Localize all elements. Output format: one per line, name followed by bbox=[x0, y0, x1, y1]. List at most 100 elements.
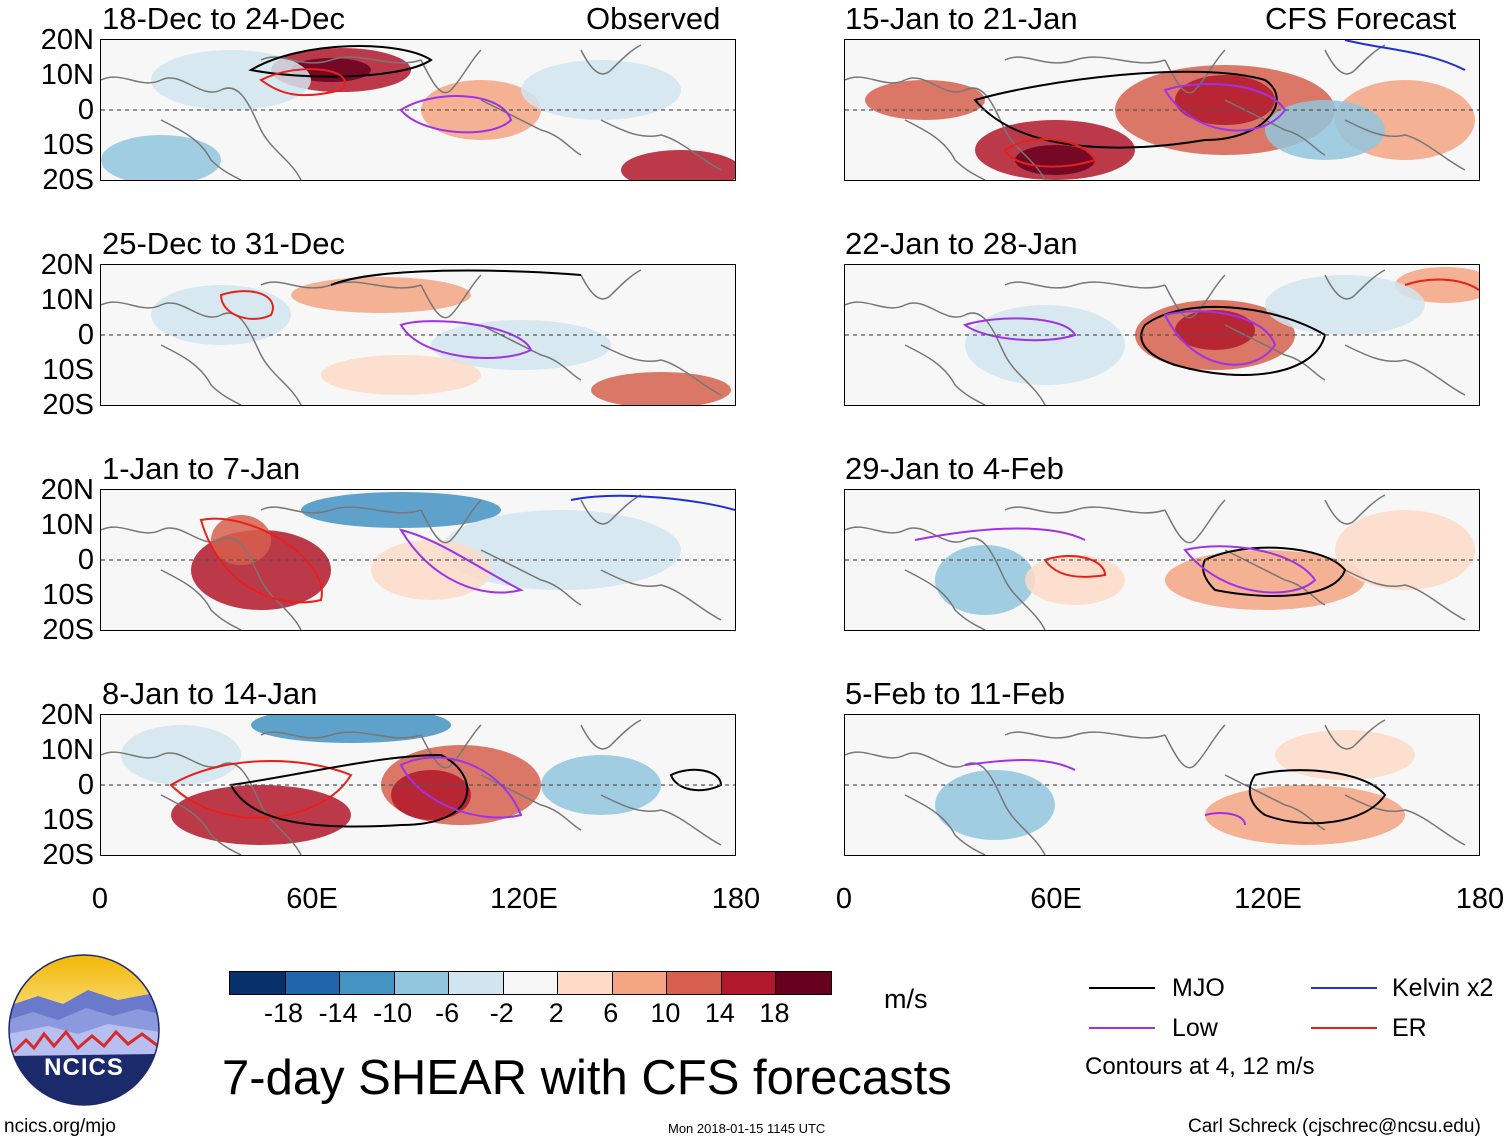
lon-label-0: 0 bbox=[91, 883, 109, 915]
coastline bbox=[845, 76, 1046, 180]
coastline bbox=[1344, 569, 1466, 621]
coastline bbox=[480, 99, 582, 156]
shear-anomaly-shading bbox=[301, 492, 501, 528]
coastline bbox=[1324, 269, 1386, 300]
filter-contour bbox=[330, 269, 582, 286]
panel-title-left-2: 25-Dec to 31-Dec bbox=[102, 226, 345, 261]
coastline bbox=[580, 719, 642, 750]
filter-contour bbox=[259, 68, 346, 97]
map-panel-observed-2 bbox=[100, 264, 736, 406]
colorbar-swatch bbox=[611, 972, 668, 994]
legend-line-low bbox=[1089, 1027, 1155, 1029]
lat-label-20n: 20N bbox=[40, 474, 94, 506]
colorbar-tick-label: 6 bbox=[603, 998, 619, 1028]
lat-label-10s: 10S bbox=[42, 354, 94, 386]
footer-timestamp: Mon 2018-01-15 1145 UTC bbox=[668, 1121, 826, 1136]
filter-contour bbox=[398, 528, 524, 594]
coastline bbox=[260, 731, 422, 739]
coastline bbox=[1164, 49, 1226, 94]
coastline bbox=[1224, 99, 1326, 156]
coastline bbox=[1004, 281, 1166, 289]
coastline bbox=[600, 344, 722, 396]
panel-title-right-2: 22-Jan to 28-Jan bbox=[845, 226, 1078, 261]
filter-contour bbox=[1204, 812, 1246, 826]
colorbar-swatch bbox=[502, 972, 559, 994]
coastline bbox=[420, 724, 482, 769]
map-panel-forecast-3 bbox=[844, 489, 1480, 631]
coastline bbox=[845, 526, 1046, 630]
coastline bbox=[1324, 44, 1386, 75]
shear-anomaly-shading bbox=[171, 785, 351, 845]
shear-anomaly-shading bbox=[1335, 510, 1475, 590]
shear-anomaly-shading bbox=[865, 80, 985, 120]
shear-anomaly-shading bbox=[1025, 555, 1125, 605]
lat-label-20n: 20N bbox=[40, 24, 94, 56]
filter-contour bbox=[1003, 138, 1097, 168]
panel-title-left-4: 8-Jan to 14-Jan bbox=[102, 676, 318, 711]
legend-line-kelvin bbox=[1311, 987, 1377, 989]
map-panel-forecast-1 bbox=[844, 39, 1480, 181]
panel-title-right-1: 15-Jan to 21-Jan bbox=[845, 1, 1078, 36]
shear-anomaly-shading bbox=[291, 277, 471, 313]
lat-label-10s: 10S bbox=[42, 804, 94, 836]
lat-label-20n: 20N bbox=[40, 699, 94, 731]
colorbar-swatch bbox=[557, 972, 614, 994]
footer-author: Carl Schreck (cjschrec@ncsu.edu) bbox=[1188, 1116, 1481, 1137]
coastline bbox=[1324, 719, 1386, 750]
colorbar-tick-label: 14 bbox=[704, 998, 735, 1028]
coastline bbox=[904, 794, 986, 855]
coastline bbox=[480, 549, 582, 606]
lat-label-10s: 10S bbox=[42, 129, 94, 161]
colorbar-swatch bbox=[720, 972, 777, 994]
filter-contour bbox=[914, 527, 1086, 541]
map-panel-forecast-4 bbox=[844, 714, 1480, 856]
colorbar-swatch bbox=[339, 972, 396, 994]
coastline bbox=[260, 506, 422, 514]
footer-url[interactable]: ncics.org/mjo bbox=[4, 1116, 116, 1137]
panel-title-left-1: 18-Dec to 24-Dec bbox=[102, 1, 345, 36]
coastline bbox=[904, 569, 986, 630]
lon-label-60e: 60E bbox=[1030, 883, 1082, 915]
shear-anomaly-shading bbox=[1265, 100, 1385, 160]
filter-contour bbox=[964, 759, 1076, 771]
coastline bbox=[101, 76, 302, 180]
lat-label-10n: 10N bbox=[40, 734, 94, 766]
lat-label-20s: 20S bbox=[42, 389, 94, 421]
colorbar-tick-label: 2 bbox=[548, 998, 564, 1028]
coastline bbox=[101, 526, 302, 630]
map-panel-observed-4 bbox=[100, 714, 736, 856]
contours-note: Contours at 4, 12 m/s bbox=[1085, 1053, 1315, 1080]
forecast-label: CFS Forecast bbox=[1265, 1, 1457, 36]
shear-anomaly-shading bbox=[371, 540, 491, 600]
observed-label: Observed bbox=[586, 1, 721, 36]
coastline bbox=[580, 494, 642, 525]
coastline bbox=[1004, 56, 1166, 64]
colorbar-tick-label: -6 bbox=[435, 998, 460, 1028]
shear-anomaly-shading bbox=[1275, 730, 1415, 780]
shear-anomaly-shading bbox=[101, 135, 221, 180]
coastline bbox=[1164, 499, 1226, 544]
coastline bbox=[480, 774, 582, 831]
lat-label-0: 0 bbox=[77, 769, 94, 801]
lat-label-20s: 20S bbox=[42, 164, 94, 196]
filter-contour bbox=[1248, 769, 1387, 825]
shear-anomaly-shading bbox=[965, 305, 1125, 385]
lon-label-60e: 60E bbox=[286, 883, 338, 915]
filter-contour bbox=[399, 756, 523, 819]
lon-label-120e: 120E bbox=[490, 883, 558, 915]
coastline bbox=[480, 324, 582, 381]
lat-label-10n: 10N bbox=[40, 284, 94, 316]
panel-title-left-3: 1-Jan to 7-Jan bbox=[102, 451, 301, 486]
main-title: 7-day SHEAR with CFS forecasts bbox=[222, 1051, 952, 1105]
lat-label-10n: 10N bbox=[40, 509, 94, 541]
shear-anomaly-shading bbox=[1265, 275, 1425, 335]
coastline bbox=[904, 119, 986, 180]
panel-title-right-3: 29-Jan to 4-Feb bbox=[845, 451, 1064, 486]
legend-label-low: Low bbox=[1172, 1014, 1218, 1042]
shear-anomaly-shading bbox=[151, 50, 311, 110]
lat-label-20s: 20S bbox=[42, 839, 94, 871]
shear-anomaly-shading bbox=[521, 60, 681, 120]
lon-label-180: 180 bbox=[711, 883, 761, 915]
colorbar-swatch bbox=[448, 972, 505, 994]
shear-anomaly-shading bbox=[441, 510, 681, 590]
